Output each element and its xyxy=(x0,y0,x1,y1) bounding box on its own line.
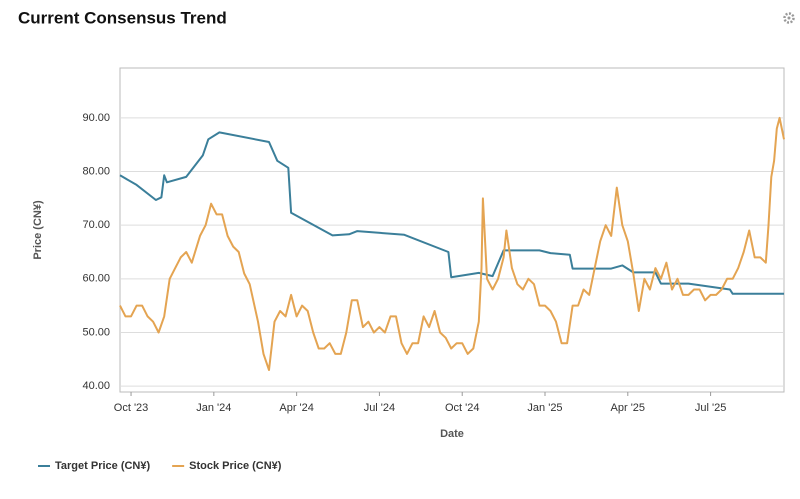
y-tick-label: 80.00 xyxy=(82,165,110,177)
series-line xyxy=(119,131,784,295)
x-tick-label: Jul '25 xyxy=(695,402,726,414)
gear-hub xyxy=(787,16,791,20)
series-line xyxy=(119,116,785,371)
x-tick-label: Oct '24 xyxy=(445,402,480,414)
x-tick-label: Jan '24 xyxy=(196,402,231,414)
gear xyxy=(783,12,795,24)
chart-title: Current Consensus Trend xyxy=(18,8,227,27)
y-tick-label: 40.00 xyxy=(82,380,110,392)
x-axis-title: Date xyxy=(440,428,464,440)
legend-label: Target Price (CN¥) xyxy=(55,460,150,472)
plot-frame xyxy=(119,67,785,393)
x-tick-label: Apr '25 xyxy=(611,402,646,414)
y-tick-label: 60.00 xyxy=(82,273,110,285)
y-tick-label: 50.00 xyxy=(82,326,110,338)
x-tick-label: Jan '25 xyxy=(527,402,562,414)
x-tick-label: Jul '24 xyxy=(364,402,395,414)
settings-icon[interactable] xyxy=(783,12,795,24)
y-tick-label: 90.00 xyxy=(82,112,110,124)
x-tick-label: Oct '23 xyxy=(114,402,149,414)
legend-label: Stock Price (CN¥) xyxy=(189,460,282,472)
y-axis-title: Price (CN¥) xyxy=(32,200,44,260)
y-tick-label: 70.00 xyxy=(82,219,110,231)
x-tick-label: Apr '24 xyxy=(279,402,314,414)
